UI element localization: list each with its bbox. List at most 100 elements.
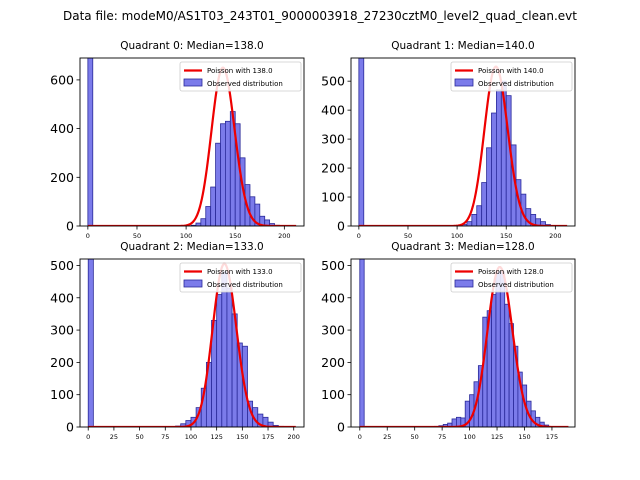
y-tick-label: 300 <box>321 132 345 147</box>
legend: Poisson with 138.0 Observed distribution <box>179 61 302 92</box>
histogram-bar <box>221 271 228 427</box>
histogram-bar <box>358 58 365 226</box>
y-tick-label: 100 <box>50 387 74 402</box>
histogram-bar <box>220 123 226 226</box>
histogram-bar <box>200 218 207 226</box>
axes-frame <box>79 57 305 227</box>
x-tick-label: 25 <box>383 433 391 441</box>
legend: Poisson with 140.0 Observed distribution <box>450 61 573 92</box>
legend-bar-swatch <box>183 78 203 87</box>
x-tick-label: 200 <box>278 232 290 240</box>
panel-title: Quadrant 2: Median=133.0 <box>120 241 263 253</box>
legend-box <box>179 61 302 92</box>
legend-obs-label: Observed distribution <box>207 281 283 289</box>
y-tick-label: 0 <box>337 420 345 435</box>
axes-frame <box>350 258 576 428</box>
y-tick-label: 600 <box>50 72 74 87</box>
legend-box <box>450 262 573 293</box>
figure-suptitle: Data file: modeM0/AS1T03_243T01_90000039… <box>63 9 577 23</box>
legend-fit-label: Poisson with 128.0 <box>478 268 544 276</box>
histogram-bar <box>466 221 473 226</box>
y-tick-label: 100 <box>321 190 345 205</box>
poisson-fit-line <box>88 262 296 427</box>
y-tick-label: 400 <box>321 290 345 305</box>
x-tick-label: 175 <box>262 433 274 441</box>
y-tick-label: 100 <box>321 387 345 402</box>
x-tick-label: 50 <box>404 232 412 240</box>
legend: Poisson with 133.0 Observed distribution <box>179 262 302 293</box>
histogram-bar <box>481 182 487 226</box>
x-tick-label: 100 <box>451 232 463 240</box>
y-tick-label: 0 <box>66 219 74 234</box>
legend-fit-label: Poisson with 133.0 <box>207 268 273 276</box>
legend-bar-swatch <box>183 279 203 288</box>
x-tick-label: 50 <box>135 433 143 441</box>
histogram-bar <box>254 203 261 226</box>
histogram-bar <box>491 112 497 226</box>
y-tick-label: 500 <box>321 74 345 89</box>
x-tick-label: 0 <box>358 433 362 441</box>
panel-title: Quadrant 0: Median=138.0 <box>120 40 263 52</box>
legend: Poisson with 128.0 Observed distribution <box>450 262 573 293</box>
y-tick-label: 200 <box>50 355 74 370</box>
histogram-bar <box>205 206 212 226</box>
x-tick-label: 125 <box>210 433 222 441</box>
y-tick-label: 300 <box>50 323 74 338</box>
bar-group <box>359 259 550 427</box>
histogram-bar <box>496 89 502 226</box>
panel-1: Quadrant 1: Median=140.0 0 50 100 150 200 0 100… <box>321 40 576 240</box>
x-tick-label: 100 <box>180 232 192 240</box>
legend-fit-label: Poisson with 140.0 <box>478 67 544 75</box>
x-tick-label: 150 <box>500 232 512 240</box>
legend-obs-label: Observed distribution <box>478 80 554 88</box>
x-tick-label: 150 <box>236 433 248 441</box>
y-tick-label: 0 <box>66 420 74 435</box>
panel-title: Quadrant 1: Median=140.0 <box>391 40 534 52</box>
histogram-bar <box>226 287 233 427</box>
panel-title: Quadrant 3: Median=128.0 <box>391 241 534 253</box>
histogram-bar <box>216 294 223 427</box>
y-tick-label: 300 <box>321 323 345 338</box>
legend-box <box>179 262 302 293</box>
histogram-bar <box>476 205 483 226</box>
histogram-bar <box>87 259 94 427</box>
x-tick-label: 0 <box>86 433 90 441</box>
histogram-bar <box>499 271 506 427</box>
histogram-bar <box>504 303 510 427</box>
y-tick-label: 500 <box>50 258 74 273</box>
histogram-bar <box>471 214 478 226</box>
x-tick-label: 75 <box>161 433 169 441</box>
axes-frame <box>350 57 576 227</box>
x-tick-label: 25 <box>110 433 118 441</box>
y-tick-label: 200 <box>321 161 345 176</box>
x-tick-label: 200 <box>549 232 561 240</box>
y-tick-label: 400 <box>50 121 74 136</box>
legend-box <box>450 61 573 92</box>
axes-frame <box>79 258 305 428</box>
poisson-fit-line <box>358 65 568 226</box>
histogram-bar <box>87 58 94 226</box>
y-tick-label: 0 <box>337 219 345 234</box>
histogram-bar <box>210 186 216 226</box>
poisson-fit-line <box>359 265 569 427</box>
histogram-bar <box>491 294 497 427</box>
histogram-bar <box>486 147 492 226</box>
x-tick-label: 0 <box>86 232 90 240</box>
y-tick-label: 400 <box>50 290 74 305</box>
histogram-bar <box>225 120 231 226</box>
x-tick-label: 125 <box>491 433 503 441</box>
legend-bar-swatch <box>454 279 474 288</box>
y-tick-label: 200 <box>321 355 345 370</box>
panel-0: Quadrant 0: Median=138.0 0 50 100 150 200 0 200… <box>50 40 305 240</box>
y-tick-label: 500 <box>321 258 345 273</box>
legend-fit-label: Poisson with 138.0 <box>207 67 273 75</box>
panel-2: Quadrant 2: Median=133.0 0 25 50 75 100 125 150… <box>50 241 305 441</box>
poisson-fit-line <box>87 66 297 226</box>
y-tick-label: 400 <box>321 103 345 118</box>
panel-3: Quadrant 3: Median=128.0 0 25 50 75 100 125 150… <box>321 241 576 441</box>
x-tick-label: 50 <box>411 433 419 441</box>
x-tick-label: 175 <box>546 433 558 441</box>
legend-obs-label: Observed distribution <box>478 281 554 289</box>
legend-bar-swatch <box>454 78 474 87</box>
